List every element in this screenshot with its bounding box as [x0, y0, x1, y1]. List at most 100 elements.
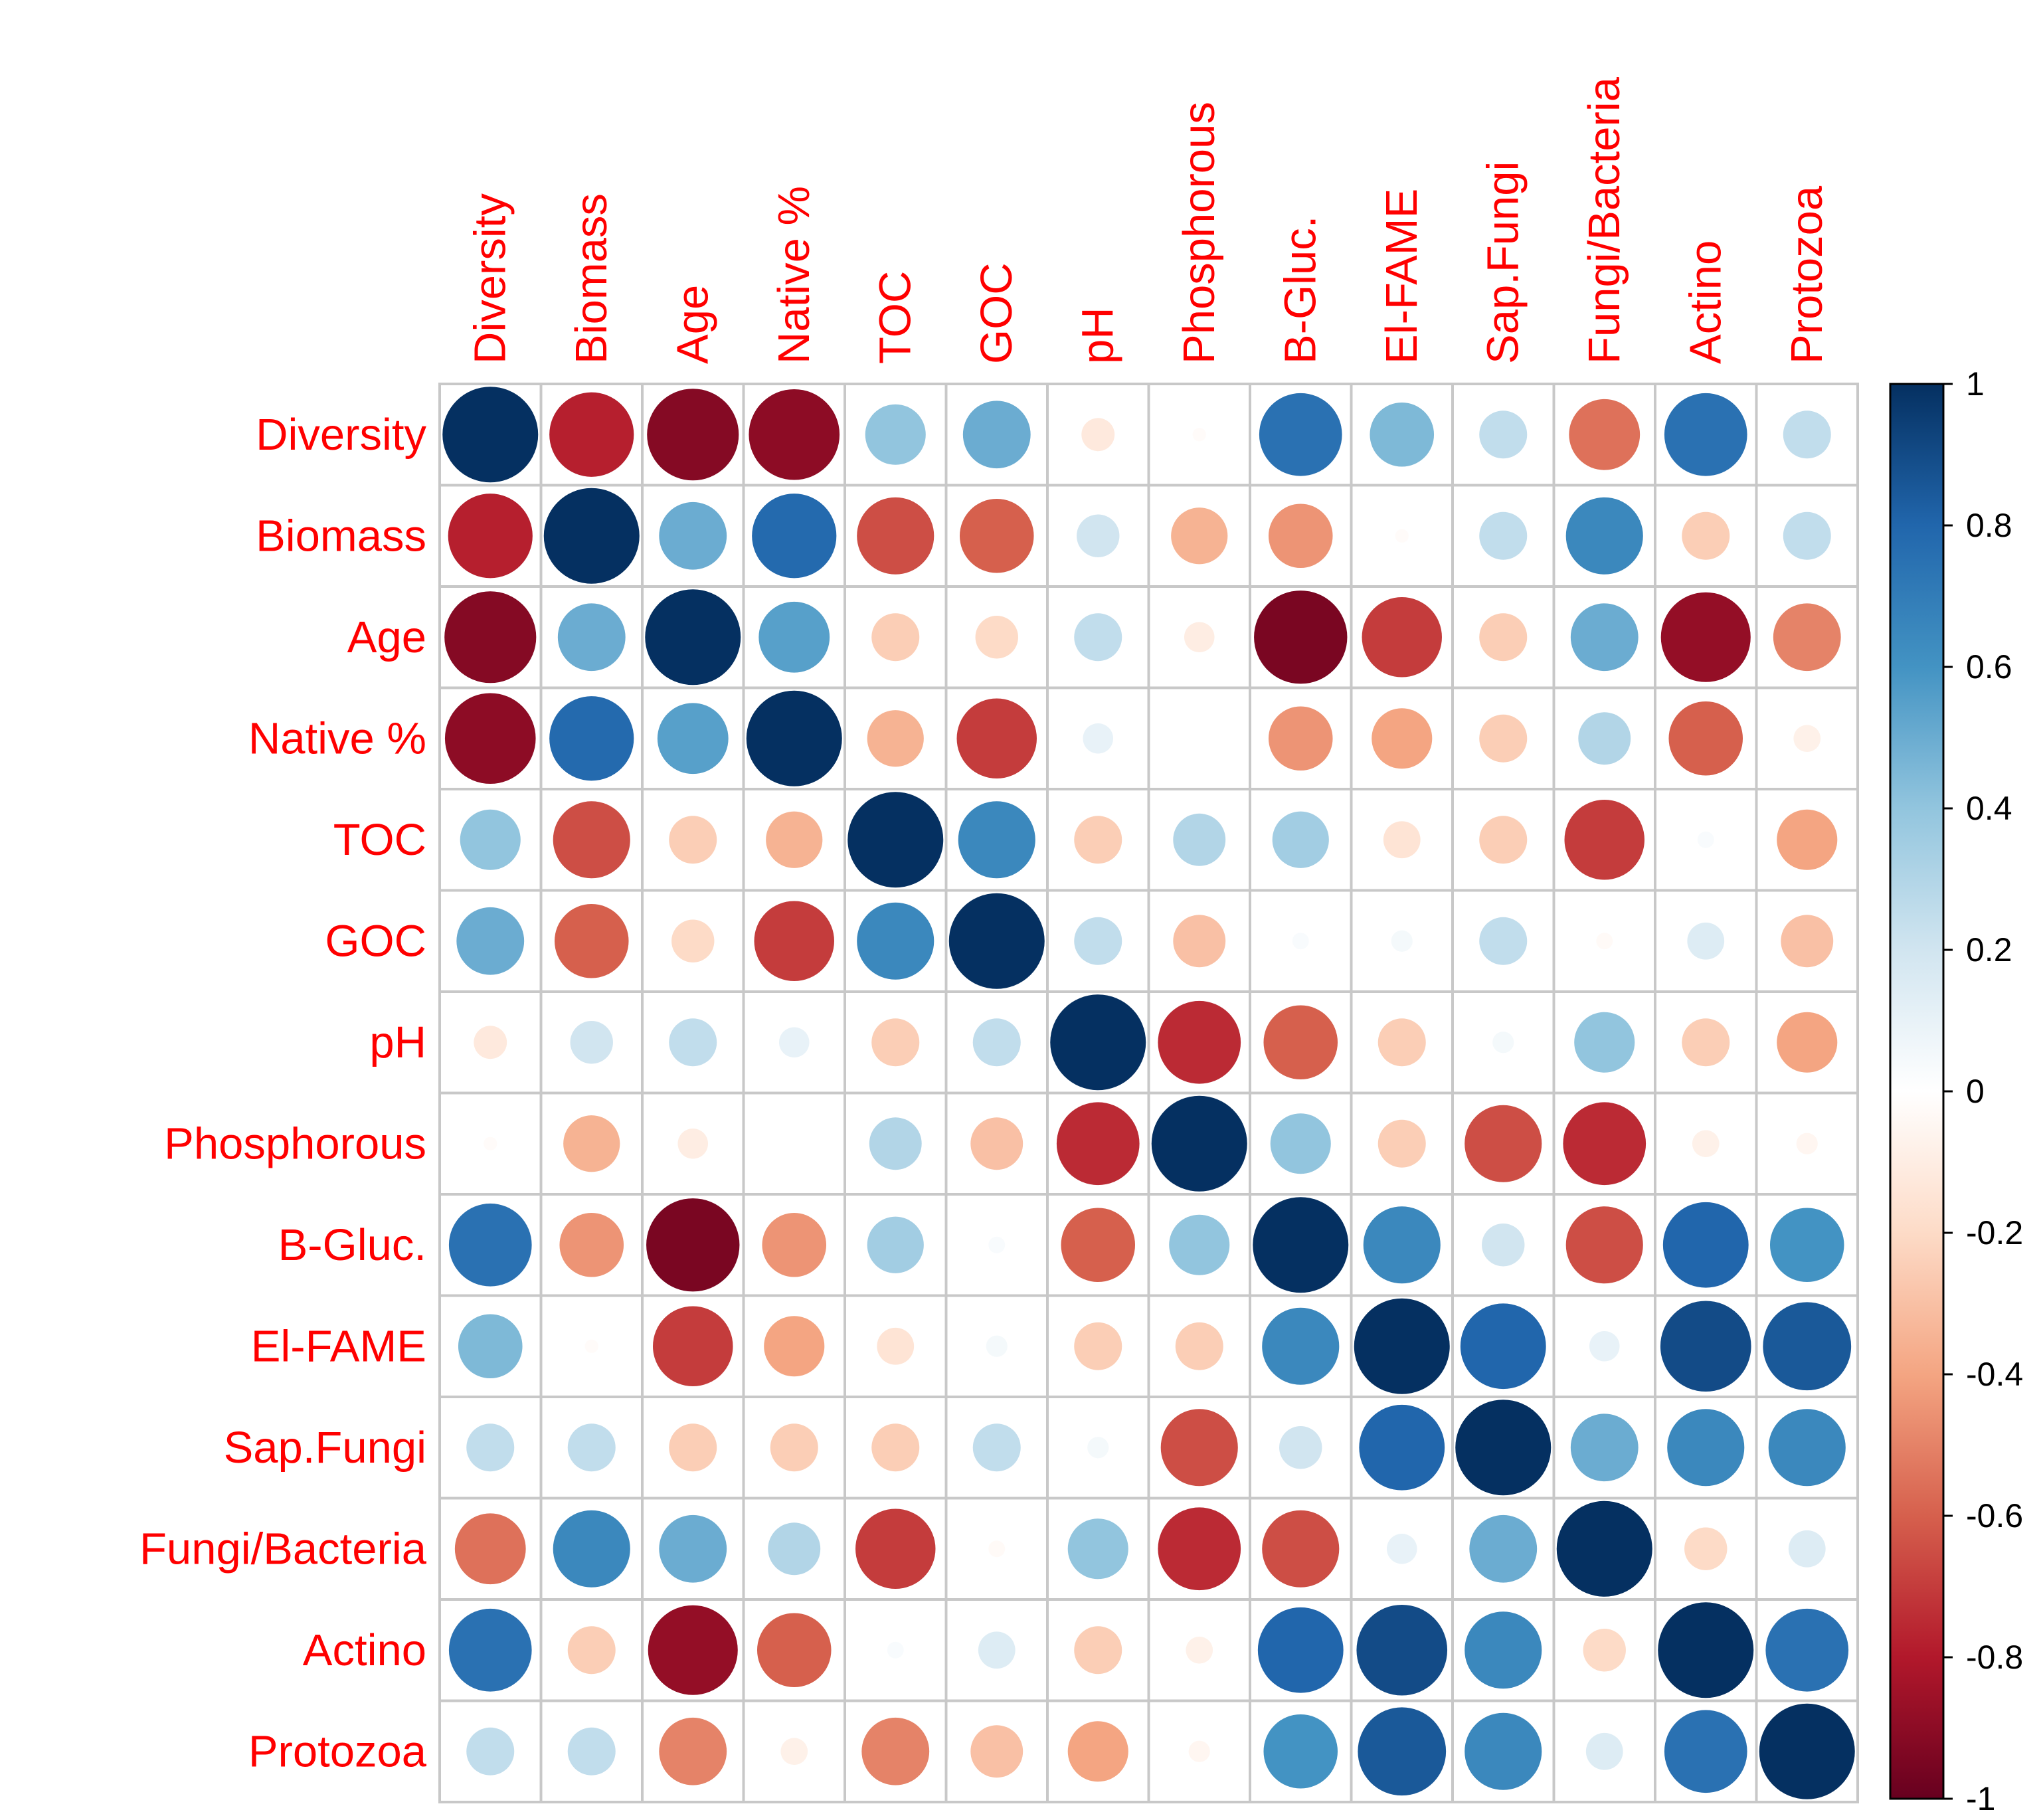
corr-circle-diversity-goc	[962, 401, 1031, 469]
corr-circle-sap-fungi-toc	[871, 1423, 920, 1472]
corr-circle-native-age	[657, 703, 729, 774]
corr-circle-el-fame-native	[764, 1316, 825, 1377]
corr-circle-actino-toc	[887, 1641, 904, 1659]
corr-circle-el-fame-protozoa	[1763, 1302, 1852, 1391]
corr-circle-phosphorous-biomass	[563, 1115, 620, 1172]
corr-circle-sap-fungi-el-fame	[1359, 1404, 1445, 1491]
corr-circle-toc-phosphorous	[1173, 813, 1226, 866]
corr-circle-native-b-gluc	[1268, 706, 1333, 771]
corr-circle-actino-protozoa	[1765, 1608, 1849, 1692]
corr-circle-ph-goc	[972, 1018, 1021, 1067]
corr-circle-phosphorous-fungi-bacteria	[1563, 1102, 1646, 1186]
corr-circle-sap-fungi-protozoa	[1768, 1409, 1846, 1487]
corr-circle-biomass-actino	[1682, 511, 1730, 560]
corr-circle-fungi-bacteria-sap-fungi	[1469, 1514, 1538, 1583]
corr-circle-goc-native	[754, 901, 834, 981]
corr-circle-protozoa-age	[659, 1717, 727, 1785]
row-label-native: Native %	[248, 713, 426, 763]
corr-circle-sap-fungi-fungi-bacteria	[1570, 1413, 1639, 1482]
corr-circle-diversity-phosphorous	[1192, 428, 1206, 442]
corr-circle-sap-fungi-sap-fungi	[1455, 1400, 1552, 1496]
corr-circle-protozoa-sap-fungi	[1465, 1712, 1542, 1790]
col-label-toc: TOC	[870, 271, 920, 364]
corr-circle-diversity-biomass	[549, 392, 634, 477]
corr-circle-actino-b-gluc	[1257, 1607, 1344, 1693]
corr-circle-phosphorous-toc	[869, 1117, 922, 1170]
col-label-protozoa: Protozoa	[1782, 185, 1832, 364]
corr-circle-age-native	[758, 601, 830, 673]
row-label-biomass: Biomass	[256, 511, 426, 561]
corr-circle-native-fungi-bacteria	[1578, 712, 1631, 765]
corr-circle-phosphorous-goc	[970, 1117, 1023, 1170]
corr-circle-phosphorous-diversity	[484, 1137, 497, 1150]
corr-circle-sap-fungi-goc	[972, 1423, 1021, 1472]
corr-circle-el-fame-b-gluc	[1262, 1307, 1340, 1385]
corr-circle-el-fame-fungi-bacteria	[1589, 1330, 1620, 1362]
legend-tick-label: 1	[1966, 365, 1985, 403]
corr-circle-protozoa-fungi-bacteria	[1585, 1732, 1623, 1770]
corr-circle-age-protozoa	[1773, 603, 1841, 672]
corr-circle-goc-goc	[948, 893, 1045, 989]
col-label-sap-fungi: Sap.Fungi	[1478, 161, 1528, 364]
corr-circle-actino-goc	[978, 1631, 1016, 1669]
corr-circle-actino-actino	[1658, 1602, 1754, 1698]
corr-circle-ph-toc	[871, 1018, 920, 1067]
corr-circle-protozoa-ph	[1067, 1721, 1128, 1782]
corr-circle-b-gluc-fungi-bacteria	[1565, 1206, 1643, 1284]
corr-circle-ph-fungi-bacteria	[1574, 1012, 1635, 1073]
corr-circle-fungi-bacteria-ph	[1067, 1518, 1128, 1580]
legend-ticks: 1 0.8 0.6 0.4 0.2 0 -0.2 -0.4 -0.6 -0.8 -1	[1943, 365, 2023, 1817]
corr-circle-age-fungi-bacteria	[1570, 603, 1639, 672]
corr-circle-age-goc	[975, 616, 1018, 659]
corr-circle-sap-fungi-ph	[1087, 1437, 1109, 1459]
corr-circle-diversity-ph	[1081, 418, 1115, 452]
corr-circle-fungi-bacteria-fungi-bacteria	[1556, 1501, 1652, 1597]
row-label-b-gluc: B-Gluc.	[278, 1220, 426, 1270]
corr-circle-fungi-bacteria-diversity	[454, 1513, 526, 1585]
corr-circle-toc-native	[766, 811, 823, 868]
col-label-phosphorous: Phosphorous	[1174, 102, 1224, 364]
corr-circle-native-toc	[867, 710, 924, 767]
legend-tick-label: -0.6	[1966, 1497, 2023, 1534]
corr-circle-goc-toc	[857, 902, 934, 980]
corr-circle-el-fame-phosphorous	[1175, 1322, 1223, 1370]
legend-tick-label: 0.8	[1966, 507, 2012, 544]
col-label-ph: pH	[1073, 307, 1122, 364]
corr-circle-biomass-sap-fungi	[1479, 511, 1528, 560]
corr-circle-phosphorous-phosphorous	[1151, 1095, 1247, 1192]
corr-circle-el-fame-sap-fungi	[1460, 1303, 1546, 1390]
corr-circle-phosphorous-ph	[1056, 1102, 1140, 1186]
corr-circle-fungi-bacteria-biomass	[553, 1510, 630, 1588]
corr-circle-ph-sap-fungi	[1492, 1032, 1514, 1053]
corr-circle-native-diversity	[444, 693, 536, 784]
corr-circle-protozoa-protozoa	[1759, 1703, 1855, 1799]
corr-circle-b-gluc-diversity	[448, 1203, 532, 1287]
corr-circle-diversity-age	[647, 389, 739, 481]
correlation-circles	[442, 387, 1855, 1799]
corr-circle-toc-protozoa	[1777, 809, 1838, 870]
corr-circle-el-fame-actino	[1660, 1301, 1751, 1392]
corr-circle-sap-fungi-diversity	[466, 1423, 515, 1472]
corr-circle-toc-biomass	[553, 801, 630, 879]
corr-circle-ph-phosphorous	[1158, 1000, 1241, 1084]
legend-tick-label: -0.8	[1966, 1639, 2023, 1676]
corr-circle-native-protozoa	[1793, 725, 1821, 753]
corr-circle-fungi-bacteria-actino	[1684, 1527, 1728, 1570]
corr-circle-actino-biomass	[567, 1626, 616, 1675]
corr-circle-b-gluc-actino	[1662, 1202, 1749, 1288]
corr-circle-b-gluc-age	[646, 1198, 740, 1292]
corr-circle-goc-biomass	[554, 903, 629, 978]
corr-circle-native-el-fame	[1372, 708, 1433, 769]
corr-circle-ph-native	[778, 1027, 810, 1058]
row-label-age: Age	[347, 612, 426, 662]
corr-circle-el-fame-ph	[1074, 1322, 1122, 1370]
corr-circle-protozoa-goc	[970, 1725, 1023, 1778]
col-label-b-gluc: B-Gluc.	[1275, 216, 1325, 364]
row-label-toc: TOC	[333, 815, 426, 865]
grid	[438, 383, 1859, 1803]
corr-circle-native-goc	[956, 698, 1037, 778]
corr-circle-diversity-el-fame	[1370, 402, 1435, 467]
corr-circle-age-toc	[871, 613, 920, 662]
corr-circle-b-gluc-goc	[988, 1236, 1006, 1253]
corr-circle-age-el-fame	[1362, 597, 1442, 678]
